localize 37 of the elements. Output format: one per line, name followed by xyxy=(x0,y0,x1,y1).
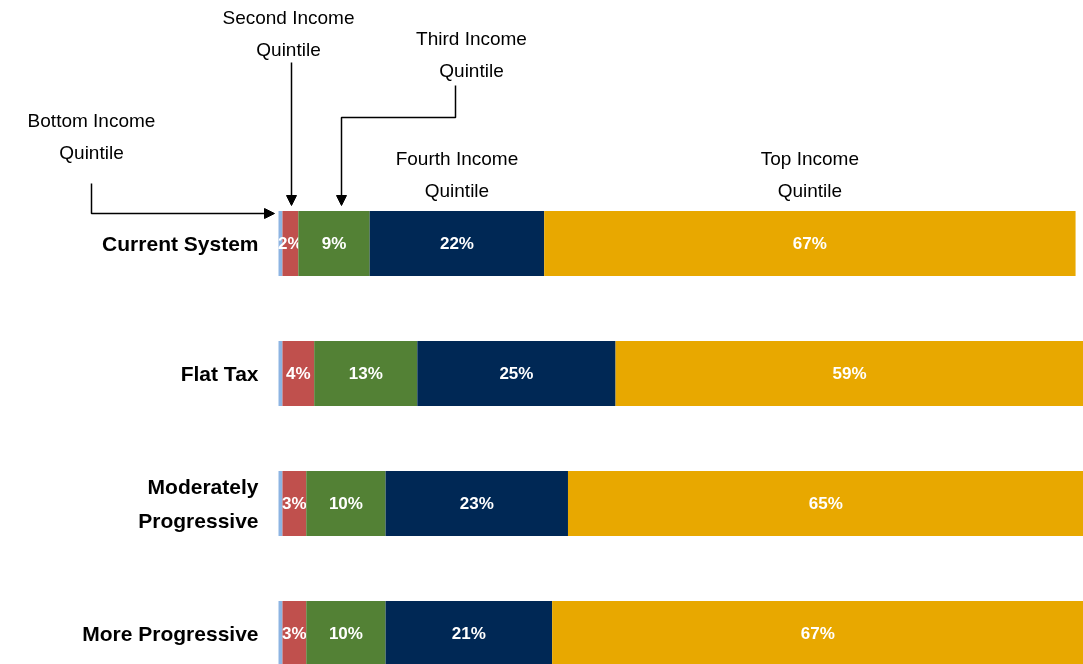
y-tick-label: Flat Tax xyxy=(180,362,259,385)
bar xyxy=(552,601,1083,664)
y-tick-label: Moderately Progressive xyxy=(138,474,259,533)
y-tick-label: Current System xyxy=(102,232,259,255)
bar xyxy=(314,341,418,406)
series-label: Top Income Quintile xyxy=(760,147,859,202)
data-label: 65% xyxy=(808,494,843,513)
bar xyxy=(567,471,1083,536)
series-label: Fourth Income Quintile xyxy=(395,147,519,202)
data-label: 22% xyxy=(439,234,474,253)
data-label: 59% xyxy=(832,364,867,383)
y-tick-label: More Progressive xyxy=(82,622,259,645)
bar xyxy=(298,211,370,276)
bar xyxy=(544,211,1076,276)
data-label: 3% xyxy=(282,624,307,643)
data-label: 9% xyxy=(321,234,347,253)
bar xyxy=(306,471,386,536)
data-label: 25% xyxy=(499,364,534,383)
data-label: 10% xyxy=(328,624,363,643)
bar xyxy=(385,601,553,664)
data-label: 23% xyxy=(459,494,494,513)
bar xyxy=(306,601,386,664)
bar xyxy=(369,211,545,276)
bar xyxy=(385,471,568,536)
text: Bottom Income Quintile xyxy=(27,109,156,164)
text: Third Income Quintile xyxy=(416,27,527,82)
bar xyxy=(417,341,616,406)
data-label: 10% xyxy=(328,494,363,513)
data-label: 67% xyxy=(800,624,835,643)
text: Second Income Quintile xyxy=(222,6,355,61)
data-label: 3% xyxy=(282,494,307,513)
data-label: 4% xyxy=(286,364,311,383)
data-label: 21% xyxy=(451,624,486,643)
data-label: 67% xyxy=(792,234,827,253)
data-label: 13% xyxy=(348,364,383,383)
bar xyxy=(282,341,315,406)
bar xyxy=(615,341,1083,406)
